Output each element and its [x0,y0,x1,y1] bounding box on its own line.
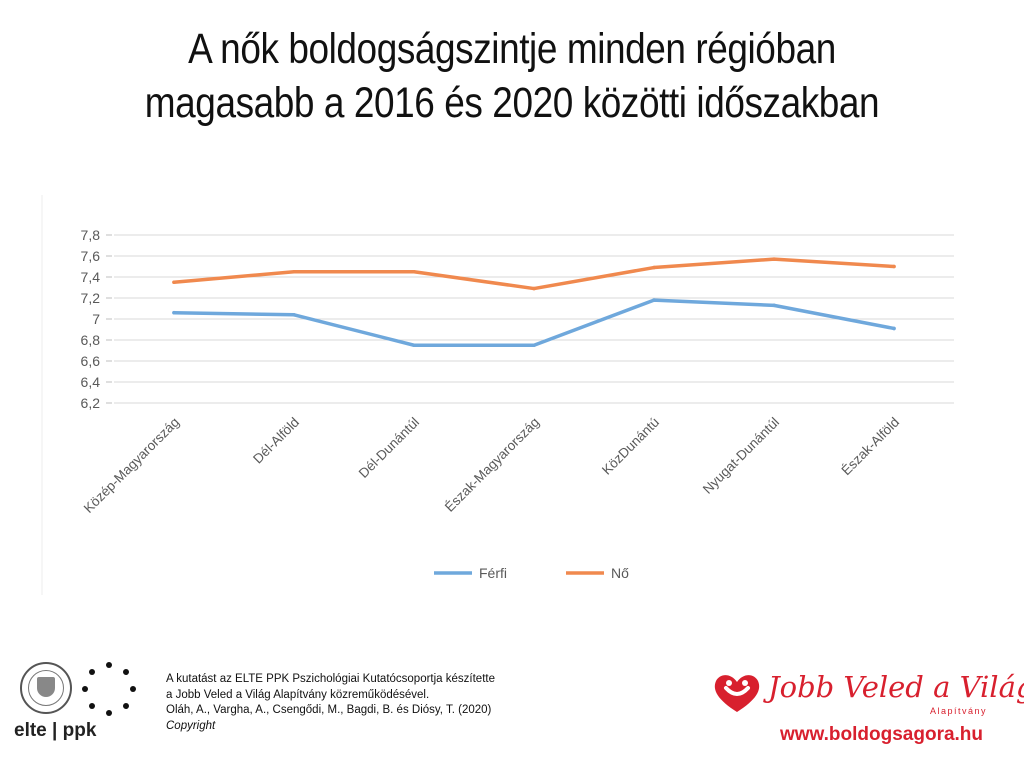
x-tick-label: Észak-Magyarország [442,415,542,515]
data-point [892,326,896,331]
data-point [532,343,536,348]
credit-line-2: a Jobb Veled a Világ Alapítvány közreműk… [166,688,430,701]
elte-ppk-label: elte | ppk [14,720,97,741]
data-point [412,343,416,348]
data-point [292,313,296,317]
brand-subtitle: Alapítvány [930,706,988,716]
series-line-ferfi [172,298,896,347]
y-tick-label: 7,2 [81,290,101,306]
data-point [772,303,776,308]
data-point [532,286,536,291]
brand-name: Jobb Veled a Világ [768,670,1024,704]
x-tick-label: Dél-Alföld [250,415,302,467]
x-tick-label: Nyugat-Dunántúl [700,415,782,497]
chart-svg: 7,8 7,6 7,4 7,2 7 6,8 6,6 6,4 6,2 Közép-Magyarors… [41,195,954,595]
credit-line-1: A kutatást az ELTE PPK Pszichológiai Kut… [166,673,495,685]
university-seal-icon [20,662,72,714]
y-tick-label: 6,8 [81,332,101,348]
y-tick-label: 7,8 [81,227,101,243]
y-tick-label: 7,4 [81,269,101,285]
x-tick-label: KözDunántú [599,415,662,478]
line-chart: 7,8 7,6 7,4 7,2 7 6,8 6,6 6,4 6,2 Közép-Magyarors… [40,195,990,605]
y-tick-label: 6,2 [81,395,101,411]
brand-logo: Jobb Veled a Világ Alapítvány www.boldog… [712,668,1024,758]
data-point [412,269,416,274]
elte-ppk-logo: elte | ppk [14,656,154,756]
title-line-2: magasabb a 2016 és 2020 közötti időszakb… [144,79,880,127]
x-tick-label: Dél-Dunántúl [356,415,422,481]
data-point [652,298,656,302]
y-tick-label: 6,6 [81,353,101,369]
brand-url-link[interactable]: www.boldogsagora.hu [780,724,984,745]
x-tick-label: Észak-Alföld [838,415,902,479]
copyright-label: Copyright [166,719,216,732]
data-point [772,257,776,261]
page-title: A nők boldogságszintje minden régióban m… [72,22,953,130]
dot-circle-icon [82,662,136,716]
y-tick-label: 6,4 [81,374,101,390]
y-tick-label: 7,6 [81,248,101,264]
legend-label: Nő [611,565,629,581]
series-line-no [172,257,896,291]
data-point [172,310,176,315]
data-point [892,264,896,269]
x-tick-label: Közép-Magyarország [81,415,182,516]
research-credits: A kutatást az ELTE PPK Pszichológiai Kut… [166,672,495,734]
y-tick-label: 7 [92,311,100,327]
data-point [652,265,656,270]
data-point [292,269,296,274]
legend-label: Férfi [479,565,507,581]
data-point [172,280,176,285]
title-line-1: A nők boldogságszintje minden régióban [188,25,836,73]
credit-line-3: Oláh, A., Vargha, A., Csengődi, M., Bagd… [166,704,492,716]
heart-icon [714,675,760,712]
